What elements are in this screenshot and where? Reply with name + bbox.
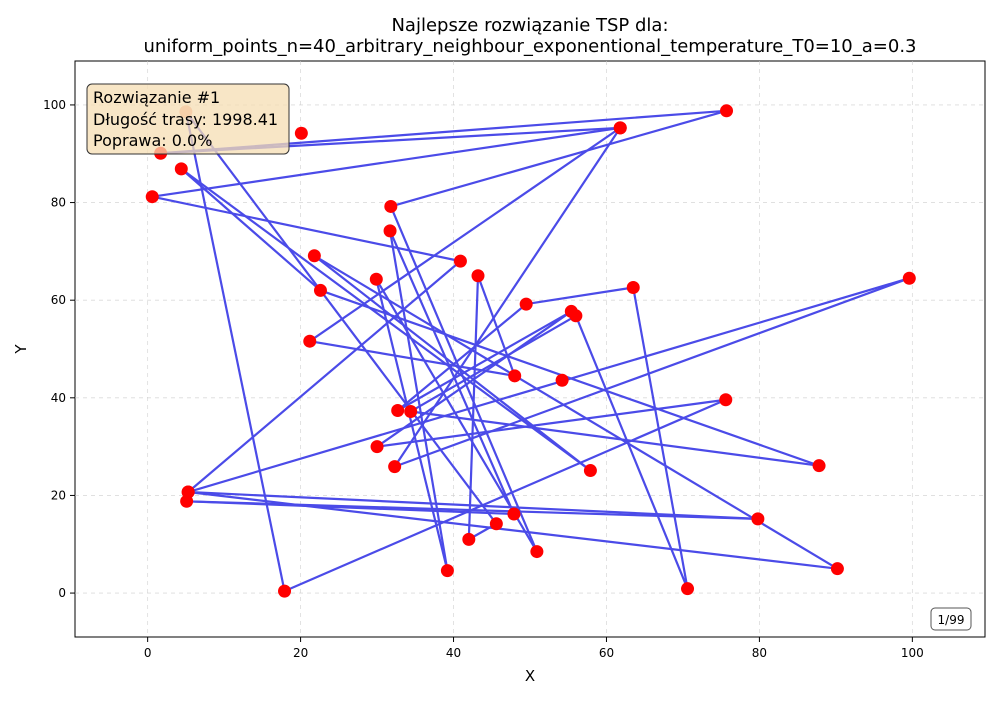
route-segment (187, 490, 759, 520)
route-segment (308, 340, 516, 377)
route-point (471, 269, 485, 283)
route-point (583, 464, 597, 478)
x-axis-label: X (525, 667, 535, 685)
route-point (569, 309, 583, 323)
route-segment (151, 126, 622, 198)
route-point (681, 582, 695, 596)
route-segment (393, 126, 622, 468)
route-segment (313, 254, 592, 472)
route-point (388, 460, 402, 474)
info-box: Rozwiązanie #1 Długość trasy: 1998.41 Po… (86, 83, 290, 155)
route-point (902, 271, 916, 285)
x-tick-label: 0 (144, 646, 152, 660)
x-tick-label: 60 (599, 646, 614, 660)
route-point (391, 404, 405, 418)
route-segment (476, 274, 516, 377)
route-point (384, 199, 398, 213)
route-point (519, 297, 533, 311)
route-point (181, 485, 195, 499)
axis-ticks: 0 20 40 60 80 100 0 20 40 60 80 100 (43, 98, 924, 660)
x-tick-label: 20 (293, 646, 308, 660)
route-point (174, 162, 188, 176)
route-segment (409, 410, 821, 467)
route-segment (375, 398, 727, 448)
route-segment (308, 126, 622, 343)
info-solution-number: Rozwiązanie #1 (93, 88, 220, 107)
route-point (720, 104, 734, 118)
route-segment (393, 277, 911, 468)
route-segment (388, 229, 516, 516)
route-points (145, 104, 916, 598)
route-segment (632, 286, 689, 590)
route-segment (313, 254, 839, 570)
route (151, 109, 911, 593)
route-segment (187, 260, 462, 494)
route-point (294, 126, 308, 140)
x-tick-label: 80 (752, 646, 767, 660)
route-point (812, 459, 826, 473)
info-route-length: Długość trasy: 1998.41 (93, 110, 278, 129)
route-point (489, 517, 503, 531)
chart-title-line1: Najlepsze rozwiązanie TSP dla: (391, 15, 668, 36)
frame-counter-text: 1/99 (938, 613, 965, 627)
route-segment (389, 109, 728, 208)
route-point (830, 562, 844, 576)
y-tick-label: 20 (51, 488, 66, 502)
route-point (613, 121, 627, 135)
route-segment (574, 314, 689, 590)
route-point (751, 512, 765, 526)
route-point (626, 280, 640, 294)
route-segment (184, 110, 498, 525)
route-point (462, 532, 476, 546)
route-point (404, 404, 418, 418)
y-tick-label: 40 (51, 391, 66, 405)
route-point (383, 224, 397, 238)
frame-counter-box (930, 607, 972, 631)
plot-frame (74, 60, 986, 638)
route-segment (185, 500, 516, 516)
route-segment (525, 286, 635, 306)
route-segment (184, 110, 286, 593)
route-point (440, 564, 454, 578)
route-point (370, 440, 384, 454)
route-segment (180, 167, 322, 292)
route-segment (187, 277, 911, 494)
route-segment (389, 205, 538, 553)
y-axis-label: Y (12, 344, 30, 355)
route-point (307, 249, 321, 263)
info-improvement: Poprawa: 0.0% (93, 131, 212, 150)
route-point (508, 369, 522, 383)
route-point (507, 507, 521, 521)
route-segment (396, 310, 573, 412)
route-segment (396, 302, 528, 412)
route-point (145, 190, 159, 204)
y-tick-label: 0 (58, 586, 66, 600)
route-segment (151, 195, 462, 263)
route-segment (388, 229, 449, 572)
route-segment (375, 278, 538, 553)
x-tick-label: 40 (446, 646, 461, 660)
y-tick-label: 100 (43, 98, 66, 112)
frame-counter: 1/99 (930, 607, 972, 631)
route-point (719, 393, 733, 407)
chart-title-line2: uniform_points_n=40_arbitrary_neighbour_… (144, 36, 917, 57)
route-point (369, 272, 383, 286)
route-point (313, 283, 327, 297)
y-tick-label: 60 (51, 293, 66, 307)
route-point (530, 545, 544, 559)
route-segment (467, 274, 480, 541)
y-tick-label: 80 (51, 196, 66, 210)
info-box-background (86, 83, 290, 155)
route-point (278, 584, 292, 598)
route-point (303, 334, 317, 348)
route-point (555, 373, 569, 387)
route-point (453, 254, 467, 268)
x-tick-label: 100 (901, 646, 924, 660)
